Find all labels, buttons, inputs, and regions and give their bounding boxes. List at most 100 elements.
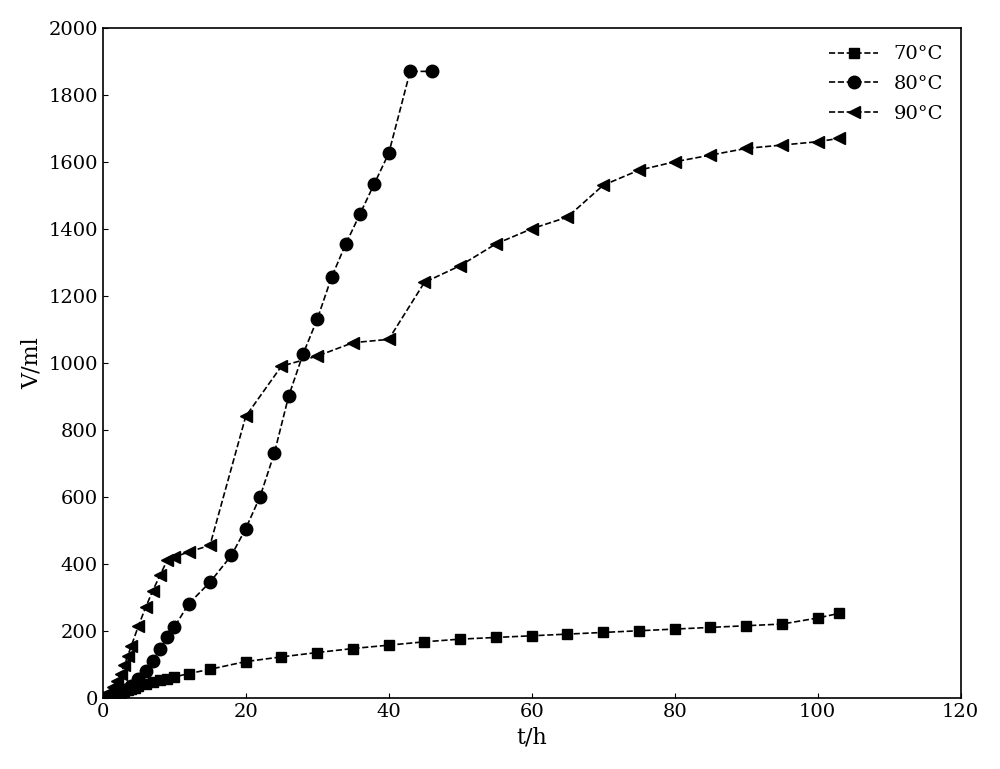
80°C bbox=[183, 599, 195, 608]
80°C bbox=[111, 689, 123, 698]
70°C bbox=[118, 687, 130, 697]
90°C bbox=[240, 411, 252, 421]
80°C bbox=[368, 179, 380, 188]
70°C bbox=[526, 631, 538, 641]
70°C bbox=[129, 683, 141, 692]
X-axis label: t/h: t/h bbox=[516, 726, 547, 748]
70°C bbox=[669, 624, 681, 634]
80°C bbox=[125, 681, 137, 691]
Line: 70°C: 70°C bbox=[98, 608, 844, 703]
70°C bbox=[776, 620, 788, 629]
90°C bbox=[147, 586, 159, 595]
90°C bbox=[125, 641, 137, 651]
80°C bbox=[154, 644, 166, 654]
90°C bbox=[776, 141, 788, 150]
80°C bbox=[340, 239, 352, 248]
Legend: 70°C, 80°C, 90°C: 70°C, 80°C, 90°C bbox=[822, 38, 951, 131]
80°C bbox=[147, 656, 159, 665]
70°C bbox=[347, 644, 359, 653]
80°C bbox=[168, 623, 180, 632]
80°C bbox=[254, 492, 266, 501]
80°C bbox=[297, 350, 309, 359]
90°C bbox=[154, 571, 166, 580]
90°C bbox=[311, 351, 323, 361]
90°C bbox=[561, 212, 573, 221]
90°C bbox=[111, 677, 123, 686]
90°C bbox=[97, 693, 109, 702]
70°C bbox=[140, 680, 152, 689]
80°C bbox=[104, 691, 116, 701]
90°C bbox=[633, 165, 645, 175]
70°C bbox=[168, 672, 180, 681]
90°C bbox=[104, 687, 116, 697]
70°C bbox=[633, 626, 645, 635]
80°C bbox=[311, 315, 323, 324]
70°C bbox=[104, 692, 116, 701]
90°C bbox=[140, 603, 152, 612]
90°C bbox=[115, 669, 127, 678]
80°C bbox=[132, 674, 144, 684]
90°C bbox=[161, 556, 173, 565]
70°C bbox=[154, 676, 166, 685]
70°C bbox=[740, 621, 752, 631]
70°C bbox=[561, 630, 573, 639]
80°C bbox=[283, 391, 295, 401]
80°C bbox=[383, 149, 395, 158]
70°C bbox=[125, 684, 137, 694]
90°C bbox=[168, 552, 180, 561]
70°C bbox=[490, 633, 502, 642]
80°C bbox=[240, 524, 252, 533]
90°C bbox=[490, 239, 502, 248]
90°C bbox=[204, 541, 216, 550]
90°C bbox=[383, 335, 395, 344]
90°C bbox=[418, 278, 430, 287]
90°C bbox=[132, 621, 144, 631]
70°C bbox=[311, 648, 323, 657]
70°C bbox=[275, 652, 287, 661]
90°C bbox=[526, 225, 538, 234]
90°C bbox=[347, 338, 359, 348]
70°C bbox=[812, 614, 824, 623]
80°C bbox=[97, 693, 109, 702]
90°C bbox=[122, 651, 134, 661]
80°C bbox=[268, 448, 280, 458]
70°C bbox=[418, 638, 430, 647]
70°C bbox=[183, 669, 195, 678]
90°C bbox=[704, 151, 716, 160]
80°C bbox=[140, 667, 152, 676]
70°C bbox=[161, 674, 173, 684]
90°C bbox=[833, 134, 845, 143]
70°C bbox=[97, 693, 109, 702]
80°C bbox=[426, 67, 438, 76]
90°C bbox=[118, 661, 130, 670]
70°C bbox=[833, 609, 845, 618]
90°C bbox=[669, 157, 681, 166]
70°C bbox=[147, 677, 159, 687]
90°C bbox=[454, 261, 466, 270]
70°C bbox=[122, 686, 134, 695]
80°C bbox=[118, 686, 130, 695]
Y-axis label: V/ml: V/ml bbox=[21, 337, 43, 388]
Line: 90°C: 90°C bbox=[97, 132, 845, 704]
80°C bbox=[326, 273, 338, 282]
70°C bbox=[240, 657, 252, 666]
90°C bbox=[740, 144, 752, 153]
70°C bbox=[383, 641, 395, 650]
80°C bbox=[404, 67, 416, 76]
90°C bbox=[812, 137, 824, 146]
90°C bbox=[107, 682, 119, 691]
70°C bbox=[100, 692, 112, 701]
70°C bbox=[115, 688, 127, 697]
90°C bbox=[183, 548, 195, 557]
70°C bbox=[111, 690, 123, 699]
70°C bbox=[107, 691, 119, 700]
70°C bbox=[132, 682, 144, 691]
80°C bbox=[161, 633, 173, 642]
70°C bbox=[454, 634, 466, 644]
70°C bbox=[204, 664, 216, 674]
80°C bbox=[204, 578, 216, 587]
70°C bbox=[597, 628, 609, 637]
Line: 80°C: 80°C bbox=[97, 65, 438, 704]
80°C bbox=[225, 551, 237, 560]
70°C bbox=[704, 623, 716, 632]
